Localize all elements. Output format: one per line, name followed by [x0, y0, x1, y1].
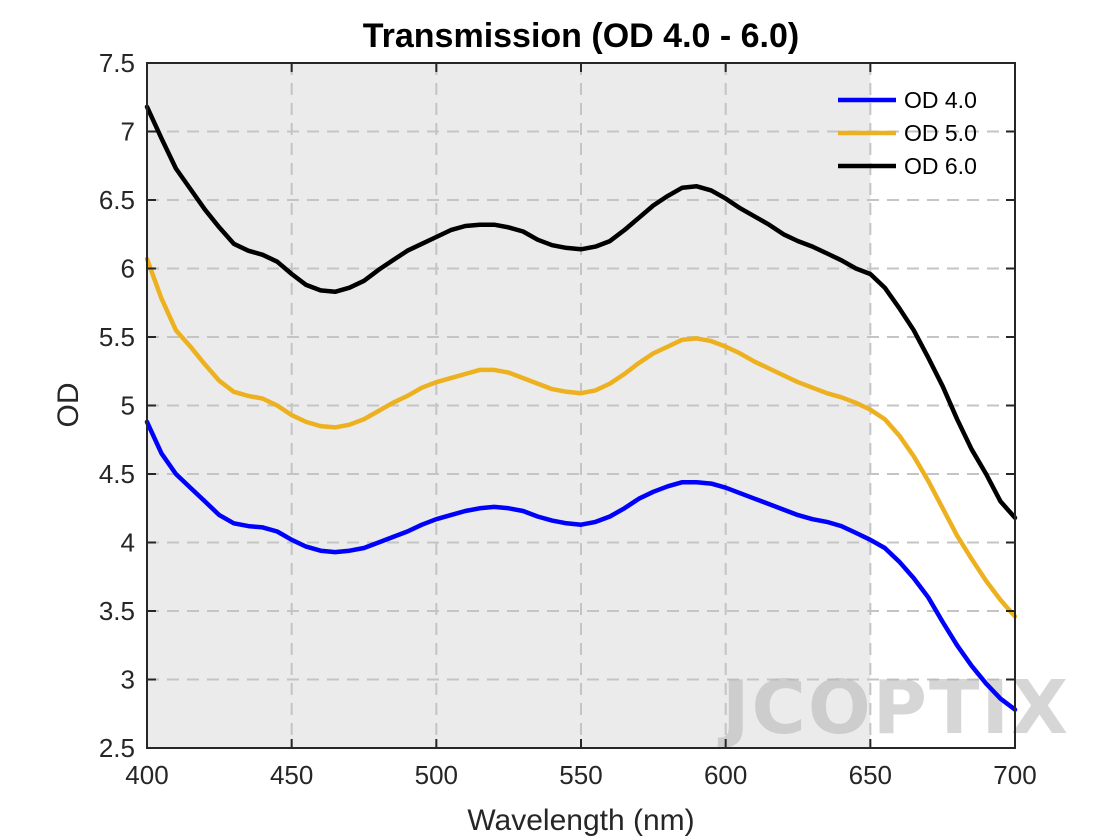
- y-tick-label: 7.5: [99, 48, 135, 78]
- series-layer: [144, 104, 1018, 712]
- series-line-1: [144, 419, 1018, 712]
- y-tick-label: 3: [121, 665, 135, 695]
- y-tick-label: 7: [121, 117, 135, 147]
- legend-label-3: OD 6.0: [904, 153, 977, 179]
- y-axis-label: OD: [52, 383, 85, 428]
- legend-label-2: OD 5.0: [904, 120, 977, 146]
- legend-label-1: OD 4.0: [904, 87, 977, 113]
- y-tick-label: 6.5: [99, 185, 135, 215]
- watermark-logo: JCOPTIX: [717, 665, 1070, 751]
- y-tick-label: 5: [121, 391, 135, 421]
- x-axis-label: Wavelength (nm): [467, 804, 694, 837]
- series-line-2: [144, 256, 1018, 619]
- y-tick-label: 2.5: [99, 733, 135, 763]
- y-tick-label: 6: [121, 254, 135, 284]
- y-tick-label: 3.5: [99, 596, 135, 626]
- x-tick-label: 400: [125, 760, 168, 790]
- y-tick-label: 5.5: [99, 322, 135, 352]
- x-tick-label: 600: [704, 760, 747, 790]
- ticks: 400 450 500 550 600 650 700 2.5 3 3.5 4 4.5 5 5.5 6 6.5…: [99, 48, 1037, 790]
- x-tick-label: 550: [559, 760, 602, 790]
- series-line-3: [144, 104, 1018, 521]
- x-tick-label: 650: [849, 760, 892, 790]
- y-tick-label: 4.5: [99, 459, 135, 489]
- x-tick-label: 500: [415, 760, 458, 790]
- legend: OD 4.0 OD 5.0 OD 6.0: [838, 87, 977, 179]
- x-tick-label: 450: [270, 760, 313, 790]
- y-tick-label: 4: [121, 528, 135, 558]
- x-tick-label: 700: [993, 760, 1036, 790]
- chart-title: Transmission (OD 4.0 - 6.0): [363, 17, 799, 55]
